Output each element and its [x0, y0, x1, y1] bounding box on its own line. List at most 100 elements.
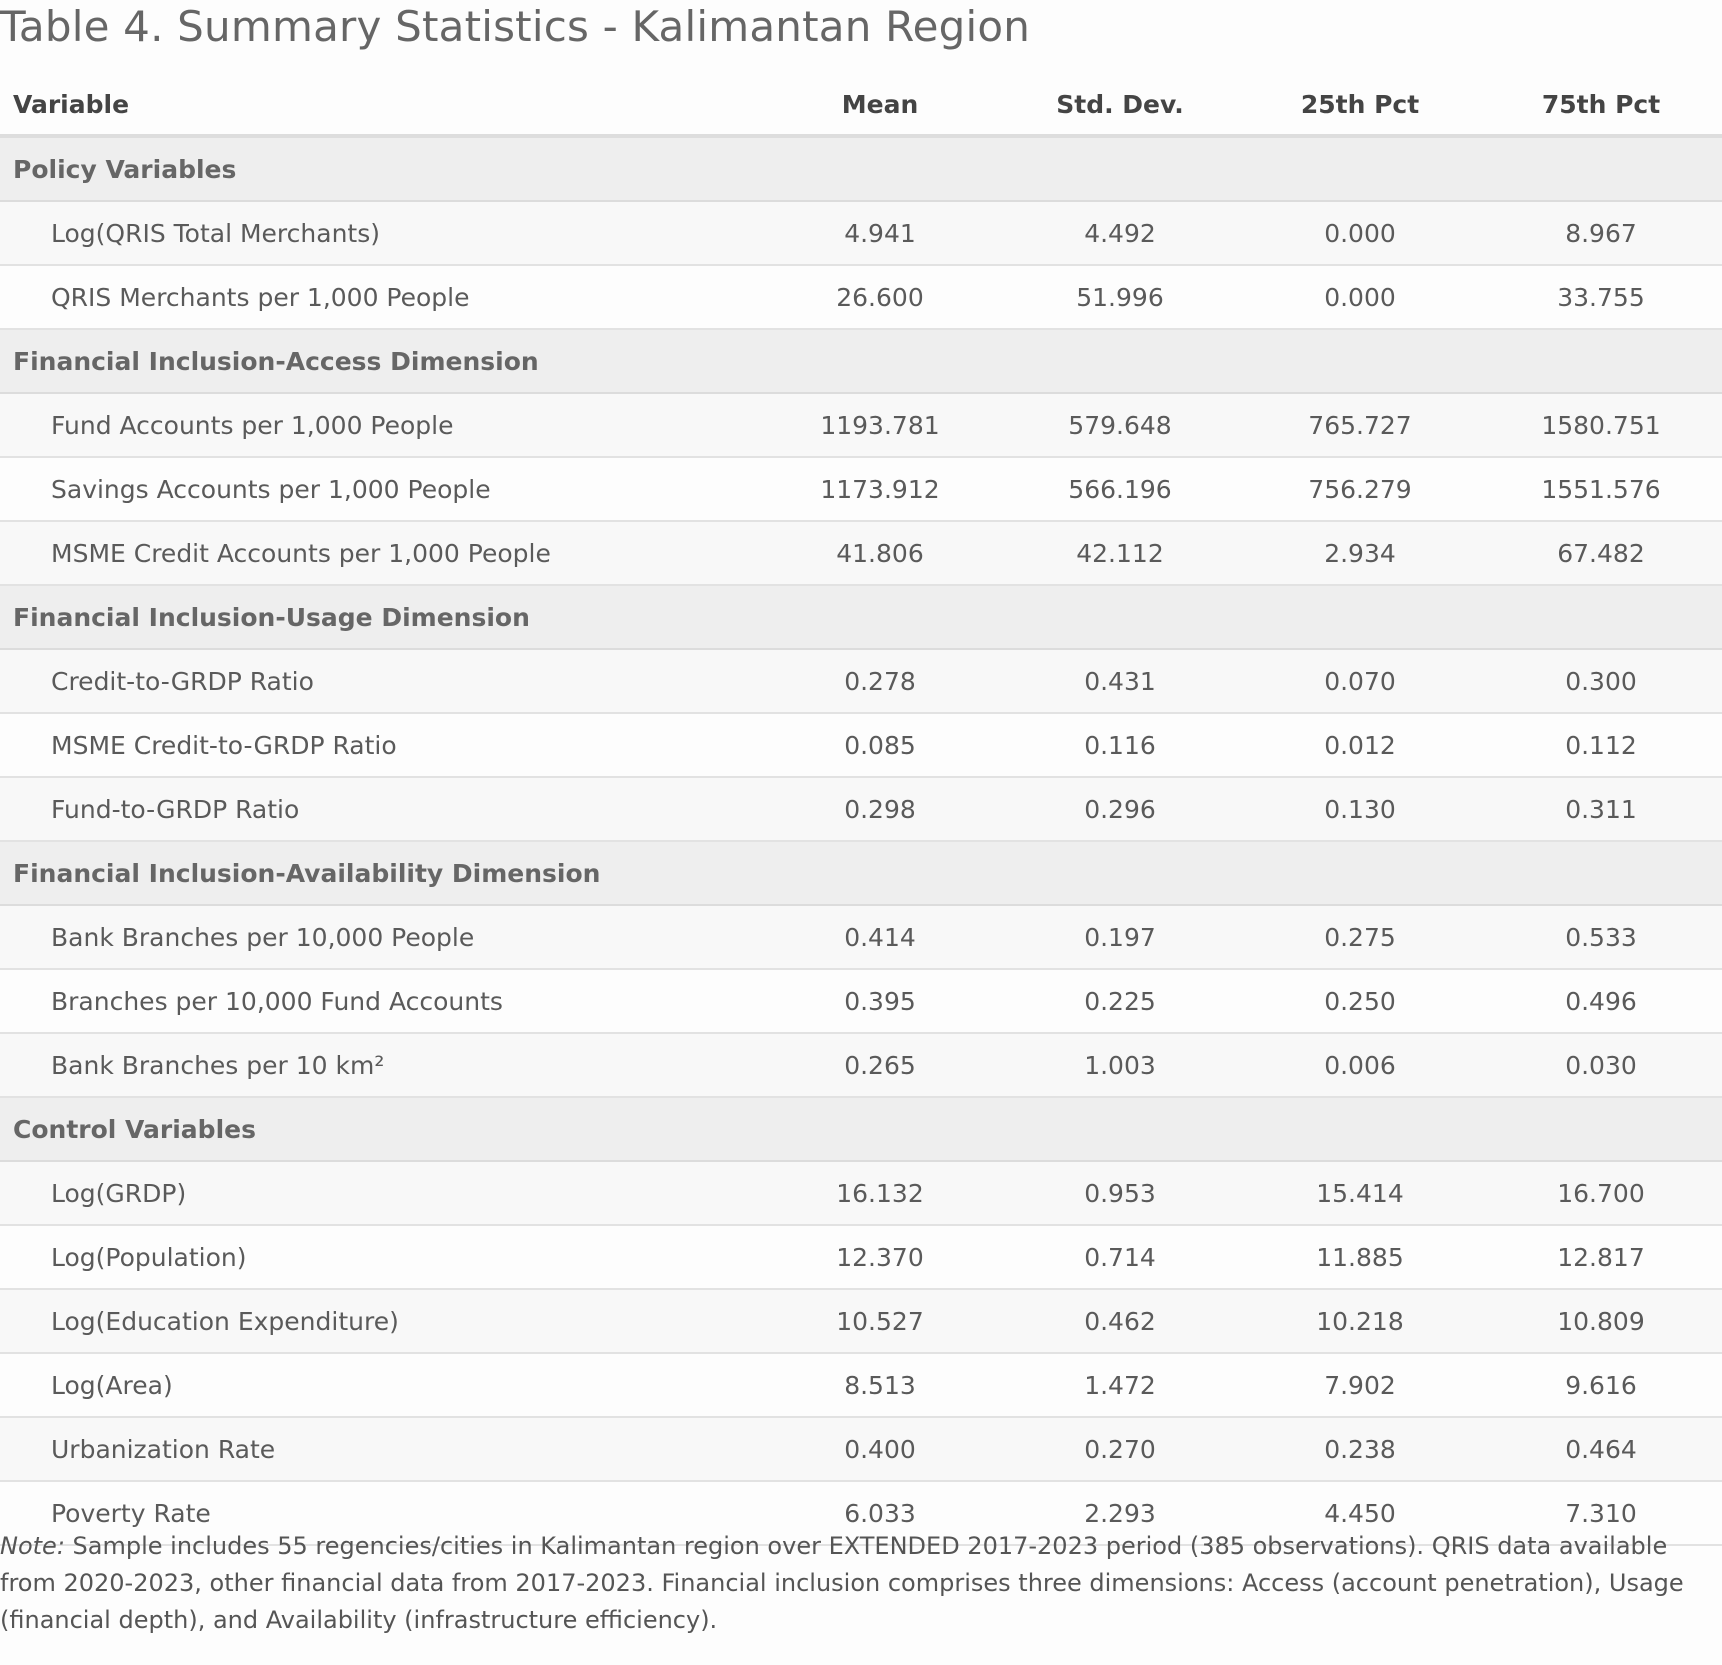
mean-cell: 0.298	[760, 777, 1000, 842]
table-row: Credit-to-GRDP Ratio 0.278 0.431 0.070 0.300	[0, 649, 1722, 714]
p25-cell: 0.000	[1240, 201, 1480, 266]
p25-cell: 0.250	[1240, 969, 1480, 1034]
p75-cell: 1551.576	[1480, 457, 1722, 522]
p75-cell: 7.310	[1480, 1481, 1722, 1546]
table-row: Log(Area) 8.513 1.472 7.902 9.616	[0, 1353, 1722, 1418]
mean-cell: 10.527	[760, 1289, 1000, 1354]
p75-cell: 0.311	[1480, 777, 1722, 842]
table-row: Log(QRIS Total Merchants) 4.941 4.492 0.000…	[0, 201, 1722, 266]
variable-name-cell: Poverty Rate	[0, 1481, 760, 1546]
p25-cell: 10.218	[1240, 1289, 1480, 1354]
variable-name-cell: QRIS Merchants per 1,000 People	[0, 265, 760, 330]
p75-cell: 0.300	[1480, 649, 1722, 714]
mean-cell: 4.941	[760, 201, 1000, 266]
p75-cell: 0.112	[1480, 713, 1722, 778]
p25-cell: 11.885	[1240, 1225, 1480, 1290]
mean-cell: 1173.912	[760, 457, 1000, 522]
p75-cell: 8.967	[1480, 201, 1722, 266]
p75-cell: 0.533	[1480, 905, 1722, 970]
std-dev-cell: 1.003	[1000, 1033, 1240, 1098]
table-row: MSME Credit Accounts per 1,000 People 41.…	[0, 521, 1722, 586]
mean-cell: 0.085	[760, 713, 1000, 778]
p25-cell: 0.006	[1240, 1033, 1480, 1098]
std-dev-cell: 0.225	[1000, 969, 1240, 1034]
column-header-std-dev: Std. Dev.	[1000, 74, 1240, 138]
mean-cell: 1193.781	[760, 393, 1000, 458]
mean-cell: 6.033	[760, 1481, 1000, 1546]
std-dev-cell: 0.270	[1000, 1417, 1240, 1482]
variable-name-cell: Log(Education Expenditure)	[0, 1289, 760, 1354]
table-row: QRIS Merchants per 1,000 People 26.600 51.…	[0, 265, 1722, 330]
variable-name-cell: Urbanization Rate	[0, 1417, 760, 1482]
p25-cell: 0.238	[1240, 1417, 1480, 1482]
p75-cell: 1580.751	[1480, 393, 1722, 458]
p25-cell: 2.934	[1240, 521, 1480, 586]
std-dev-cell: 579.648	[1000, 393, 1240, 458]
mean-cell: 41.806	[760, 521, 1000, 586]
p25-cell: 0.000	[1240, 265, 1480, 330]
p75-cell: 10.809	[1480, 1289, 1722, 1354]
p75-cell: 16.700	[1480, 1161, 1722, 1226]
table-header: Variable Mean Std. Dev. 25th Pct 75th Pc…	[0, 74, 1722, 138]
variable-name-cell: Fund Accounts per 1,000 People	[0, 393, 760, 458]
variable-name-cell: MSME Credit-to-GRDP Ratio	[0, 713, 760, 778]
section-row: Financial Inclusion-Availability Dimensi…	[0, 841, 1722, 906]
note-label: Note:	[0, 1532, 65, 1560]
table-row: Fund Accounts per 1,000 People 1193.781 57…	[0, 393, 1722, 458]
variable-name-cell: Log(Population)	[0, 1225, 760, 1290]
variable-name-cell: Bank Branches per 10 km²	[0, 1033, 760, 1098]
variable-name-cell: Credit-to-GRDP Ratio	[0, 649, 760, 714]
variable-name-cell: Branches per 10,000 Fund Accounts	[0, 969, 760, 1034]
p25-cell: 15.414	[1240, 1161, 1480, 1226]
header-row: Variable Mean Std. Dev. 25th Pct 75th Pc…	[0, 74, 1722, 138]
table-row: Savings Accounts per 1,000 People 1173.91…	[0, 457, 1722, 522]
section-row: Policy Variables	[0, 136, 1722, 202]
mean-cell: 0.278	[760, 649, 1000, 714]
std-dev-cell: 566.196	[1000, 457, 1240, 522]
note-text: Sample includes 55 regencies/cities in K…	[0, 1532, 1684, 1634]
variable-name-cell: Log(Area)	[0, 1353, 760, 1418]
p75-cell: 9.616	[1480, 1353, 1722, 1418]
p25-cell: 0.012	[1240, 713, 1480, 778]
p25-cell: 0.130	[1240, 777, 1480, 842]
p25-cell: 7.902	[1240, 1353, 1480, 1418]
table-note: Note: Sample includes 55 regencies/citie…	[0, 1528, 1718, 1639]
column-header-75th-pct: 75th Pct	[1480, 74, 1722, 138]
std-dev-cell: 0.714	[1000, 1225, 1240, 1290]
table-row: MSME Credit-to-GRDP Ratio 0.085 0.116 0.012…	[0, 713, 1722, 778]
table-row: Log(Education Expenditure) 10.527 0.462 10.…	[0, 1289, 1722, 1354]
section-row: Financial Inclusion-Usage Dimension	[0, 585, 1722, 650]
table-row: Bank Branches per 10,000 People 0.414 0.19…	[0, 905, 1722, 970]
std-dev-cell: 0.116	[1000, 713, 1240, 778]
mean-cell: 8.513	[760, 1353, 1000, 1418]
table-row: Branches per 10,000 Fund Accounts 0.395 0.…	[0, 969, 1722, 1034]
p25-cell: 765.727	[1240, 393, 1480, 458]
p75-cell: 12.817	[1480, 1225, 1722, 1290]
std-dev-cell: 0.431	[1000, 649, 1240, 714]
section-label: Policy Variables	[0, 136, 1722, 202]
std-dev-cell: 2.293	[1000, 1481, 1240, 1546]
section-label: Control Variables	[0, 1097, 1722, 1162]
p25-cell: 0.070	[1240, 649, 1480, 714]
column-header-mean: Mean	[760, 74, 1000, 138]
p75-cell: 0.496	[1480, 969, 1722, 1034]
column-header-25th-pct: 25th Pct	[1240, 74, 1480, 138]
variable-name-cell: Fund-to-GRDP Ratio	[0, 777, 760, 842]
p75-cell: 33.755	[1480, 265, 1722, 330]
p25-cell: 756.279	[1240, 457, 1480, 522]
table-body: Policy Variables Log(QRIS Total Merchants…	[0, 136, 1722, 1546]
variable-name-cell: Bank Branches per 10,000 People	[0, 905, 760, 970]
p75-cell: 67.482	[1480, 521, 1722, 586]
table-title: Table 4. Summary Statistics - Kalimantan…	[0, 2, 1031, 51]
section-label: Financial Inclusion-Access Dimension	[0, 329, 1722, 394]
p75-cell: 0.030	[1480, 1033, 1722, 1098]
summary-statistics-table: Variable Mean Std. Dev. 25th Pct 75th Pc…	[0, 74, 1722, 1546]
mean-cell: 0.395	[760, 969, 1000, 1034]
std-dev-cell: 0.953	[1000, 1161, 1240, 1226]
variable-name-cell: Savings Accounts per 1,000 People	[0, 457, 760, 522]
section-row: Financial Inclusion-Access Dimension	[0, 329, 1722, 394]
table-row: Urbanization Rate 0.400 0.270 0.238 0.464	[0, 1417, 1722, 1482]
table-row: Log(GRDP) 16.132 0.953 15.414 16.700	[0, 1161, 1722, 1226]
std-dev-cell: 42.112	[1000, 521, 1240, 586]
variable-name-cell: Log(QRIS Total Merchants)	[0, 201, 760, 266]
